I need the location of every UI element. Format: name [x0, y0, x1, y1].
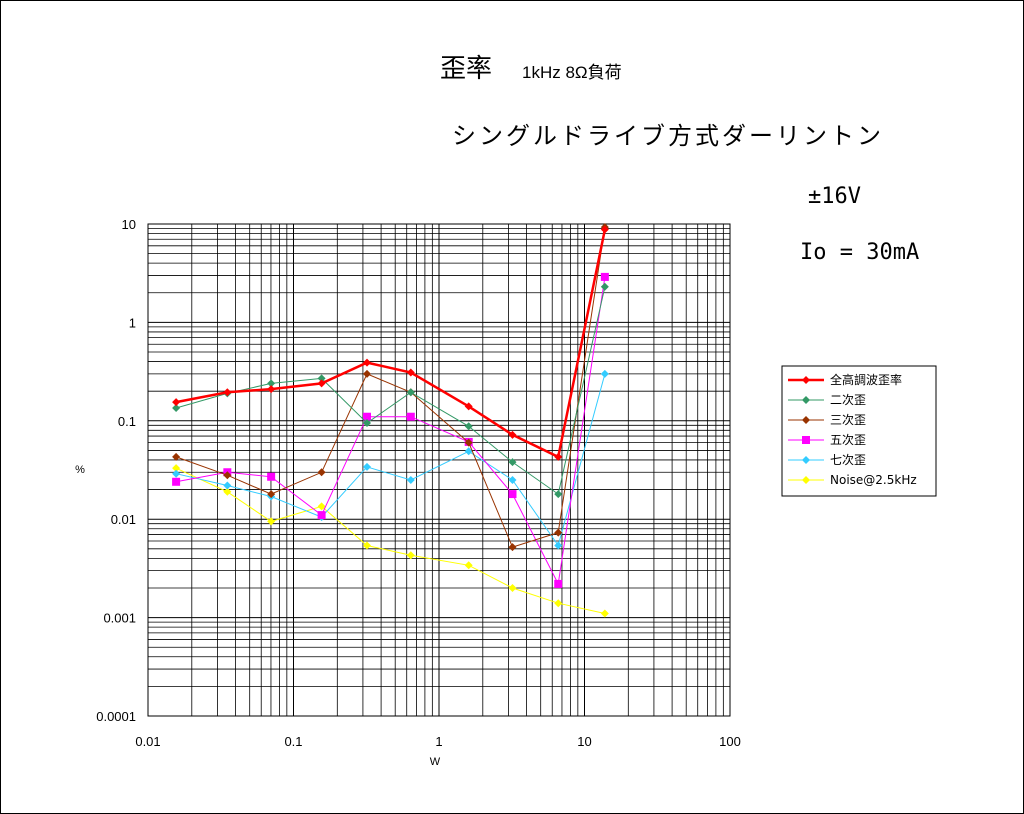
data-point: [464, 422, 473, 431]
plot-series: [172, 223, 609, 618]
data-point: [267, 472, 276, 481]
data-point: [554, 579, 563, 588]
data-point: [600, 272, 609, 281]
y-tick-label: 1: [129, 315, 136, 330]
series-line: [175, 227, 606, 548]
data-point: [317, 374, 326, 383]
data-point: [554, 541, 563, 550]
x-tick-label: 10: [577, 734, 591, 749]
axis-ticks: 0.01 0.1 1 10 100 10 1 0.1 0.01 0.001 0.0001: [96, 217, 741, 749]
data-point: [554, 528, 563, 537]
data-point: [317, 511, 326, 520]
data-point: [464, 402, 473, 411]
data-point: [464, 438, 473, 447]
data-point: [172, 403, 181, 412]
data-point: [172, 469, 181, 478]
data-point: [362, 462, 371, 471]
data-point: [406, 412, 415, 421]
series-line: [175, 373, 606, 547]
x-tick-label: 1: [435, 734, 442, 749]
data-point: [508, 430, 517, 439]
data-point: [554, 599, 563, 608]
legend-label: 二次歪: [830, 393, 866, 407]
data-point: [317, 502, 326, 511]
data-point: [508, 458, 517, 467]
x-tick-label: 100: [719, 734, 741, 749]
data-point: [406, 551, 415, 560]
legend-label: 七次歪: [830, 453, 866, 467]
data-point: [362, 418, 371, 427]
data-point: [406, 476, 415, 485]
data-point: [223, 471, 232, 480]
data-point: [554, 452, 563, 461]
data-point: [362, 412, 371, 421]
data-point: [172, 398, 181, 407]
series-2: [172, 282, 609, 499]
data-point: [802, 456, 810, 464]
y-tick-label: 0.01: [111, 512, 136, 527]
data-point: [802, 396, 810, 404]
data-point: [406, 388, 415, 397]
data-point: [223, 388, 232, 397]
series-6: [172, 464, 609, 618]
data-point: [223, 487, 232, 496]
x-tick-label: 0.01: [135, 734, 160, 749]
series-line: [176, 276, 606, 586]
voltage-label: ±16V: [808, 184, 861, 209]
data-point: [223, 481, 232, 490]
data-point: [464, 447, 473, 456]
data-point: [600, 282, 609, 291]
series-1: [172, 225, 609, 461]
data-point: [600, 225, 609, 234]
data-point: [508, 476, 517, 485]
data-point: [802, 376, 810, 384]
data-point: [600, 369, 609, 378]
data-point: [362, 369, 371, 378]
data-point: [508, 490, 517, 499]
y-tick-label: 0.1: [118, 414, 136, 429]
legend-label: Noise@2.5kHz: [830, 473, 917, 487]
data-point: [406, 368, 415, 377]
y-tick-label: 0.001: [103, 611, 136, 626]
legend-box: [781, 365, 937, 497]
data-point: [172, 464, 181, 473]
x-tick-label: 0.1: [284, 734, 302, 749]
chart-subtitle: 1kHz 8Ω負荷: [522, 63, 622, 82]
data-point: [508, 543, 517, 552]
data-point: [317, 468, 326, 477]
x-axis-label: W: [430, 756, 441, 768]
series-line: [175, 286, 606, 495]
data-point: [802, 476, 810, 484]
chart-title: 歪率: [440, 54, 493, 84]
data-point: [802, 436, 810, 444]
circuit-label: シングルドライブ方式ダーリントン: [452, 122, 884, 150]
data-point: [317, 379, 326, 388]
y-tick-label: 0.0001: [96, 709, 136, 724]
y-axis-label: %: [75, 464, 85, 476]
data-point: [464, 561, 473, 570]
series-line: [175, 467, 606, 614]
data-point: [600, 609, 609, 618]
data-point: [267, 379, 276, 388]
data-point: [362, 358, 371, 367]
plot-grid: [147, 223, 731, 717]
current-label: Io = 30mA: [800, 240, 920, 265]
legend-label: 全高調波歪率: [830, 372, 902, 387]
data-point: [508, 583, 517, 592]
legend-label: 五次歪: [830, 433, 866, 447]
series-line: [175, 229, 607, 459]
data-point: [267, 490, 276, 499]
data-point: [554, 490, 563, 499]
data-point: [362, 541, 371, 550]
legend-label: 三次歪: [830, 413, 866, 427]
data-point: [267, 385, 276, 394]
y-tick-label: 10: [122, 217, 136, 232]
data-point: [172, 477, 181, 486]
data-point: [267, 517, 276, 526]
series-3: [172, 223, 609, 552]
data-point: [802, 416, 810, 424]
data-point: [172, 452, 181, 461]
